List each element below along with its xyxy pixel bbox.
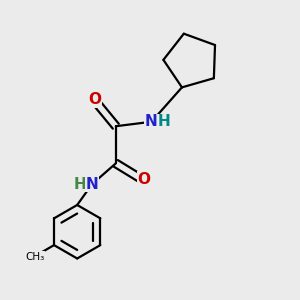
Text: CH₃: CH₃ <box>25 252 44 262</box>
Text: O: O <box>88 92 101 107</box>
Text: O: O <box>138 172 151 187</box>
Text: N: N <box>145 114 158 129</box>
Text: H: H <box>73 177 86 192</box>
Text: N: N <box>86 177 98 192</box>
Text: H: H <box>158 114 170 129</box>
